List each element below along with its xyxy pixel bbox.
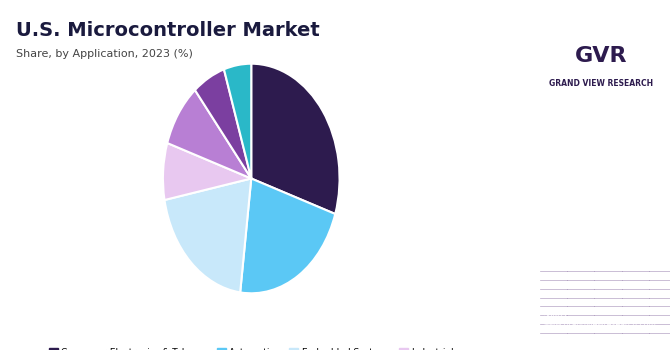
Text: GVR: GVR [575, 46, 628, 66]
Wedge shape [165, 178, 251, 292]
FancyBboxPatch shape [537, 14, 666, 105]
Wedge shape [168, 90, 251, 178]
Text: Share, by Application, 2023 (%): Share, by Application, 2023 (%) [16, 49, 193, 59]
Text: U.S. Microcontroller Market: U.S. Microcontroller Market [16, 21, 320, 40]
Wedge shape [195, 69, 251, 178]
Wedge shape [251, 64, 340, 214]
Wedge shape [224, 64, 251, 178]
Wedge shape [240, 178, 335, 293]
Text: U.S. Market Size,
2023: U.S. Market Size, 2023 [560, 213, 643, 235]
Text: Source:
www.grandviewresearch.com: Source: www.grandviewresearch.com [543, 310, 657, 329]
Wedge shape [163, 143, 251, 200]
Text: $4.5B: $4.5B [552, 154, 651, 182]
Text: GRAND VIEW RESEARCH: GRAND VIEW RESEARCH [549, 79, 653, 89]
